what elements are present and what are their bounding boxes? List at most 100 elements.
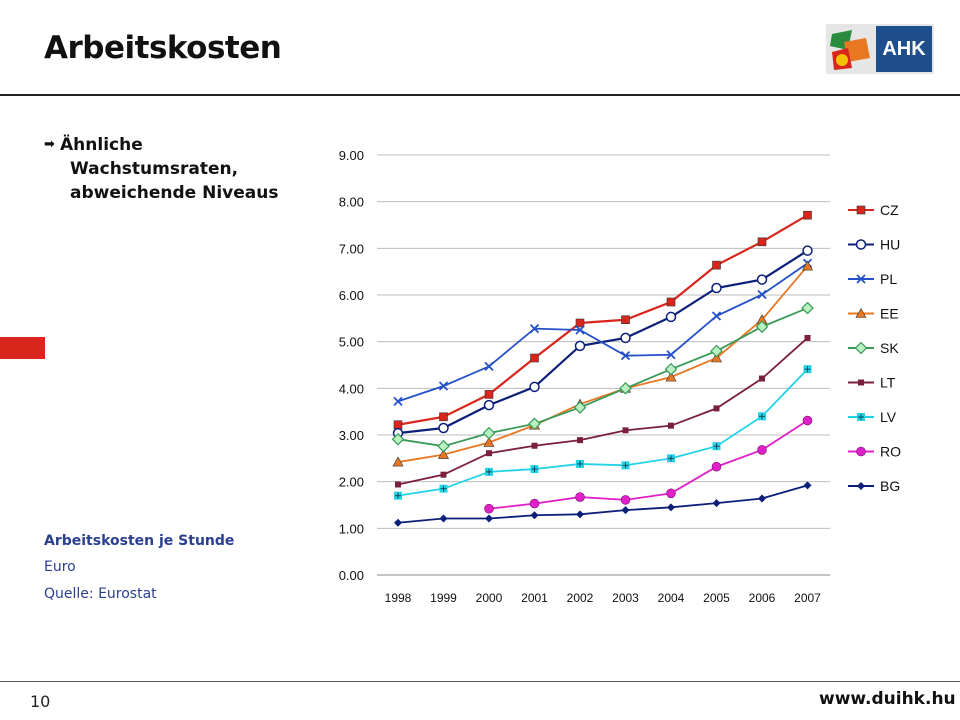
data-point-hu xyxy=(529,381,540,393)
data-point-ro xyxy=(757,445,767,455)
data-point-ee xyxy=(801,260,814,271)
data-point-sk xyxy=(664,362,678,376)
data-point-cz xyxy=(530,353,539,363)
data-point-lv xyxy=(394,491,402,500)
data-point-ro xyxy=(666,488,676,499)
series-line-pl xyxy=(397,262,809,403)
data-point-lv xyxy=(439,484,448,493)
labor-cost-line-chart: 0.00 1.00 2.00 3.00 4.00 5.00 6.00 7.00 8.00 9.00… xyxy=(339,148,901,605)
chart-caption-source: Quelle: Eurostat xyxy=(44,586,157,602)
legend-label-pl: PL xyxy=(880,271,897,287)
data-point-ro xyxy=(711,461,722,472)
bullet-line-3: abweichende Niveaus xyxy=(70,183,279,203)
data-point-lt xyxy=(668,422,674,429)
y-tick-label: 3.00 xyxy=(339,428,364,443)
data-point-lt xyxy=(531,442,538,449)
data-point-cz xyxy=(621,315,630,325)
x-tick-label: 2004 xyxy=(658,591,685,605)
data-point-sk xyxy=(528,417,541,431)
data-point-bg xyxy=(803,481,812,490)
y-tick-label: 5.00 xyxy=(339,335,364,350)
data-point-cz xyxy=(439,412,448,422)
data-point-lt xyxy=(759,375,765,382)
y-tick-label: 7.00 xyxy=(339,241,364,256)
data-point-hu xyxy=(483,399,495,411)
data-point-lt xyxy=(395,481,401,488)
data-point-sk xyxy=(619,381,632,395)
data-point-ee xyxy=(437,448,450,459)
data-point-bg xyxy=(758,494,766,503)
data-point-lv xyxy=(621,461,630,470)
legend-marker-lt xyxy=(858,379,864,386)
legend-marker-pl xyxy=(856,274,866,284)
y-tick-label: 1.00 xyxy=(339,521,364,536)
data-point-ee xyxy=(483,436,495,447)
arrow-right-icon: ➡ xyxy=(44,137,55,152)
data-point-bg xyxy=(621,506,630,515)
red-accent-bar xyxy=(0,337,45,359)
legend-label-ro: RO xyxy=(880,444,901,460)
data-point-sk xyxy=(391,432,405,446)
x-tick-label: 2005 xyxy=(703,591,730,605)
data-point-pl xyxy=(711,311,722,321)
data-point-bg xyxy=(576,510,584,519)
y-tick-label: 9.00 xyxy=(339,148,364,163)
data-point-lt xyxy=(622,427,629,434)
data-point-sk xyxy=(801,301,814,315)
legend-label-bg: BG xyxy=(880,478,900,494)
data-point-lt xyxy=(804,334,811,341)
ahk-logo-mark-icon xyxy=(830,30,870,70)
data-point-pl xyxy=(484,361,494,372)
data-point-ro xyxy=(620,495,631,505)
data-point-pl xyxy=(393,396,403,407)
data-point-lv xyxy=(712,442,721,451)
chart-caption-title: Arbeitskosten je Stunde xyxy=(44,533,235,549)
legend-label-cz: CZ xyxy=(880,202,899,218)
data-point-ro xyxy=(529,498,540,509)
data-point-sk xyxy=(710,344,723,358)
data-point-bg xyxy=(394,518,402,527)
data-point-hu xyxy=(620,332,631,344)
legend-label-lt: LT xyxy=(880,375,896,391)
data-point-hu xyxy=(756,274,768,285)
legend-marker-ro xyxy=(856,446,866,457)
data-point-lv xyxy=(530,465,539,474)
series-line-lt xyxy=(397,337,809,486)
x-tick-label: 2000 xyxy=(476,591,503,605)
series-line-bg xyxy=(397,484,808,524)
data-point-sk xyxy=(437,439,450,453)
website-url[interactable]: www.duihk.hu xyxy=(819,689,956,709)
data-point-sk xyxy=(482,426,496,440)
data-point-ro xyxy=(575,492,585,502)
series-line-ro xyxy=(488,419,808,510)
data-point-bg xyxy=(530,511,539,520)
data-point-sk xyxy=(573,401,587,414)
data-point-hu xyxy=(574,340,586,352)
data-point-sk xyxy=(755,320,769,334)
data-point-ee xyxy=(392,456,404,467)
x-tick-label: 1999 xyxy=(430,591,457,605)
data-point-ee xyxy=(710,352,723,363)
data-point-cz xyxy=(575,318,585,328)
series-line-sk xyxy=(397,307,808,448)
legend-label-lv: LV xyxy=(880,409,897,425)
data-point-lv xyxy=(803,365,812,374)
data-point-cz xyxy=(666,297,676,307)
data-point-hu xyxy=(711,282,722,294)
data-point-pl xyxy=(575,325,585,335)
data-point-lt xyxy=(577,437,583,444)
footer-divider xyxy=(0,681,960,682)
page-number: 10 xyxy=(30,692,51,711)
legend-label-ee: EE xyxy=(880,306,899,322)
y-tick-label: 8.00 xyxy=(339,195,364,210)
legend-marker-cz xyxy=(856,205,866,215)
header-divider xyxy=(0,94,960,96)
data-point-hu xyxy=(802,245,813,256)
data-point-lt xyxy=(486,450,492,457)
data-point-pl xyxy=(620,351,631,361)
data-point-cz xyxy=(393,420,403,430)
data-point-ro xyxy=(484,503,494,514)
x-tick-label: 2003 xyxy=(612,591,639,605)
data-point-lv xyxy=(485,467,493,476)
y-tick-label: 4.00 xyxy=(339,381,364,396)
